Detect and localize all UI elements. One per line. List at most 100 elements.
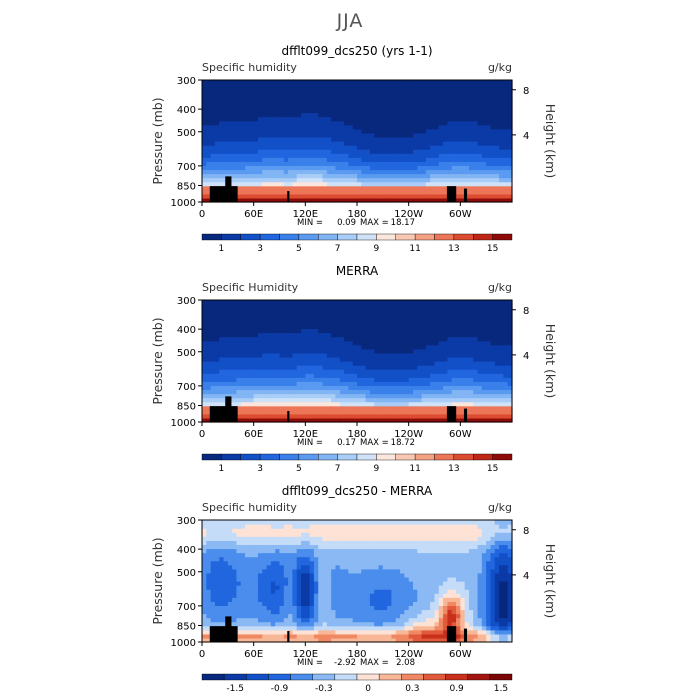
heatmap-cell xyxy=(447,177,453,183)
heatmap-cell xyxy=(296,304,302,309)
heatmap-cell xyxy=(270,585,276,590)
heatmap-cell xyxy=(309,381,315,386)
heatmap-cell xyxy=(305,332,311,338)
heatmap-cell xyxy=(391,401,397,407)
heatmap-cell xyxy=(249,116,255,122)
heatmap-cell xyxy=(219,369,225,374)
heatmap-cell xyxy=(210,96,216,101)
heatmap-cell xyxy=(486,169,492,175)
heatmap-cell xyxy=(400,397,405,403)
heatmap-cell xyxy=(313,132,319,138)
heatmap-cell xyxy=(309,324,315,330)
heatmap-cell xyxy=(232,80,238,85)
heatmap-cell xyxy=(253,576,259,582)
heatmap-cell xyxy=(464,312,470,317)
heatmap-cell xyxy=(348,365,354,370)
heatmap-cell xyxy=(387,413,393,419)
heatmap-cell xyxy=(352,100,358,105)
heatmap-cell xyxy=(283,316,289,321)
heatmap-cell xyxy=(344,141,349,146)
heatmap-cell xyxy=(361,181,367,187)
heatmap-cell xyxy=(357,96,362,101)
heatmap-cell xyxy=(326,397,332,403)
heatmap-cell xyxy=(223,108,229,114)
heatmap-cell xyxy=(236,593,242,598)
heatmap-cell xyxy=(464,80,470,85)
heatmap-cell xyxy=(481,193,487,199)
heatmap-cell xyxy=(434,88,440,93)
heatmap-cell xyxy=(430,393,436,399)
heatmap-cell xyxy=(253,128,259,134)
colorbar-swatch xyxy=(279,453,300,461)
heatmap-cell xyxy=(468,116,474,122)
heatmap-cell xyxy=(288,409,294,415)
heatmap-cell xyxy=(249,124,255,130)
heatmap-cell xyxy=(253,536,259,541)
heatmap-cell xyxy=(468,92,474,97)
heatmap-cell xyxy=(503,348,509,354)
heatmap-cell xyxy=(473,132,479,138)
heatmap-cell xyxy=(378,120,384,126)
heatmap-cell xyxy=(253,300,259,305)
heatmap-cell xyxy=(253,389,259,395)
heatmap-cell xyxy=(339,108,345,114)
heatmap-cell xyxy=(232,548,238,554)
heatmap-cell xyxy=(473,401,479,407)
heatmap-cell xyxy=(374,336,380,342)
heatmap-cell xyxy=(322,173,328,179)
heatmap-cell xyxy=(369,108,375,114)
heatmap-cell xyxy=(365,185,371,191)
heatmap-cell xyxy=(210,132,216,138)
heatmap-cell xyxy=(468,300,474,305)
heatmap-cell xyxy=(270,381,276,386)
heatmap-cell xyxy=(382,352,388,358)
heatmap-cell xyxy=(266,132,272,138)
heatmap-cell xyxy=(451,80,457,85)
heatmap-cell xyxy=(365,124,371,130)
heatmap-cell xyxy=(236,324,242,330)
heatmap-cell xyxy=(369,177,375,183)
heatmap-cell xyxy=(206,393,212,399)
heatmap-cell xyxy=(292,373,298,378)
heatmap-cell xyxy=(266,548,272,554)
heatmap-cell xyxy=(430,401,436,407)
heatmap-cell xyxy=(206,593,212,598)
heatmap-cell xyxy=(253,585,259,590)
heatmap-cell xyxy=(257,536,263,541)
heatmap-cell xyxy=(305,413,311,419)
heatmap-cell xyxy=(387,136,393,142)
heatmap-cell xyxy=(430,80,436,85)
heatmap-cell xyxy=(421,373,427,378)
heatmap-cell xyxy=(348,197,354,203)
heatmap-cell xyxy=(447,312,453,317)
heatmap-cell xyxy=(374,361,380,366)
heatmap-cell xyxy=(412,316,418,321)
heatmap-cell xyxy=(296,417,302,423)
heatmap-cell xyxy=(430,169,436,175)
heatmap-cell xyxy=(279,104,285,110)
heatmap-cell xyxy=(240,593,246,598)
heatmap-cell xyxy=(494,405,500,411)
heatmap-cell xyxy=(292,417,298,423)
heatmap-cell xyxy=(326,324,332,330)
heatmap-cell xyxy=(434,340,440,346)
heatmap-cell xyxy=(481,401,487,407)
heatmap-cell xyxy=(326,108,332,114)
heatmap-cell xyxy=(275,409,281,415)
heatmap-cell xyxy=(434,336,440,342)
heatmap-cell xyxy=(369,124,375,130)
heatmap-cell xyxy=(434,189,440,195)
heatmap-cell xyxy=(202,377,207,382)
heatmap-cell xyxy=(202,597,207,602)
heatmap-cell xyxy=(335,193,341,199)
heatmap-cell xyxy=(456,373,461,378)
heatmap-cell xyxy=(503,397,509,403)
heatmap-cell xyxy=(456,304,461,309)
heatmap-cell xyxy=(227,149,233,154)
heatmap-cell xyxy=(430,96,436,101)
heatmap-cell xyxy=(240,96,246,101)
heatmap-cell xyxy=(257,324,263,330)
heatmap-cell xyxy=(253,369,259,374)
heatmap-cell xyxy=(369,136,375,142)
heatmap-cell xyxy=(223,389,229,395)
